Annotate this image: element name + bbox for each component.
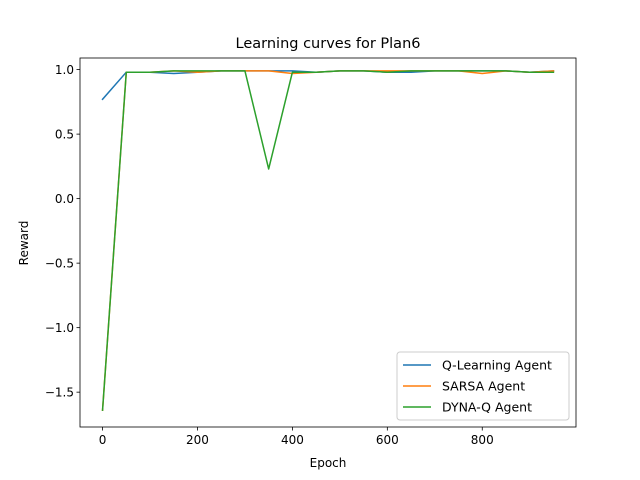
- legend-box: [396, 351, 570, 421]
- series-line-2: [101, 70, 555, 412]
- legend: Q-Learning Agent SARSA Agent DYNA-Q Agent: [396, 351, 570, 421]
- y-tick-label: −0.5: [45, 257, 74, 271]
- plot-frame: [79, 57, 577, 428]
- x-tick-label: 200: [186, 433, 209, 447]
- y-tick-label: −1.5: [45, 386, 74, 400]
- x-tick-label: 600: [376, 433, 399, 447]
- y-tick-label: −1.0: [45, 321, 74, 335]
- x-tick-label: 800: [471, 433, 494, 447]
- y-tick-label: 0.0: [55, 192, 74, 206]
- chart-title: Learning curves for Plan6: [236, 36, 421, 52]
- y-tick-label: 1.0: [55, 63, 74, 77]
- legend-label-0: Q-Learning Agent: [442, 358, 552, 373]
- plot-lines: [101, 70, 555, 412]
- x-axis-ticks: 0 200 400 600 800: [99, 427, 494, 447]
- y-axis-label: Reward: [17, 221, 31, 266]
- y-axis-ticks: −1.5 −1.0 −0.5 0.0 0.5 1.0: [45, 63, 80, 400]
- x-tick-label: 0: [99, 433, 107, 447]
- x-axis-label: Epoch: [310, 456, 347, 470]
- legend-label-2: DYNA-Q Agent: [442, 400, 532, 415]
- legend-label-1: SARSA Agent: [442, 379, 525, 394]
- y-tick-label: 0.5: [55, 128, 74, 142]
- x-tick-label: 400: [281, 433, 304, 447]
